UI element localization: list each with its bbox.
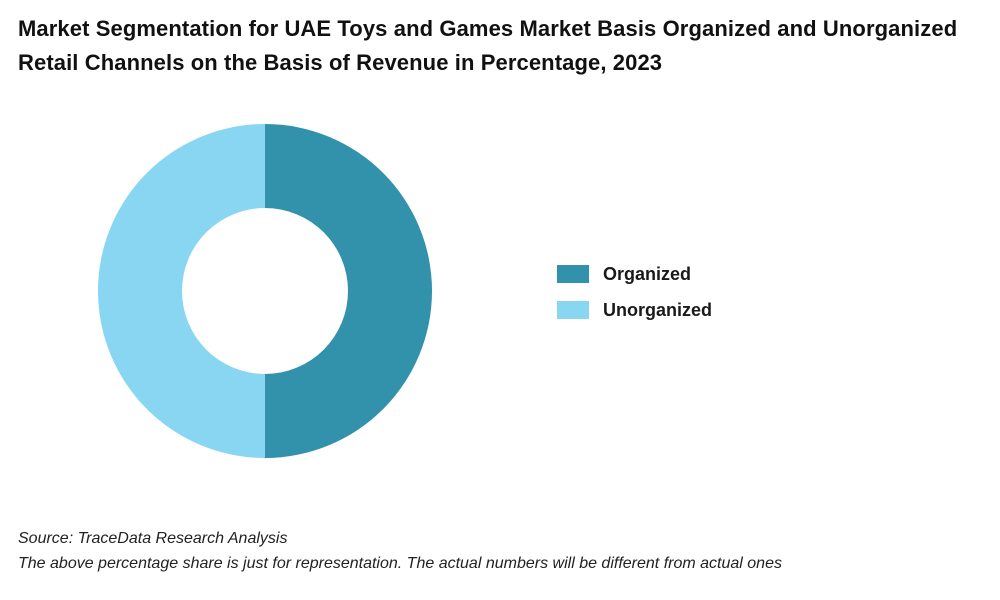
chart-legend: Organized Unorganized xyxy=(557,262,712,334)
legend-swatch xyxy=(557,265,589,283)
chart-footer: Source: TraceData Research Analysis The … xyxy=(18,526,782,576)
legend-item-unorganized: Unorganized xyxy=(557,298,712,322)
chart-title: Market Segmentation for UAE Toys and Gam… xyxy=(18,16,958,75)
donut-slice-organized xyxy=(265,124,432,458)
legend-swatch xyxy=(557,301,589,319)
donut-slice-unorganized xyxy=(98,124,265,458)
source-note: Source: TraceData Research Analysis xyxy=(18,530,288,547)
legend-item-organized: Organized xyxy=(557,262,712,286)
disclaimer-note: The above percentage share is just for r… xyxy=(18,555,782,572)
legend-label: Organized xyxy=(603,263,692,284)
legend-label: Unorganized xyxy=(603,299,713,320)
